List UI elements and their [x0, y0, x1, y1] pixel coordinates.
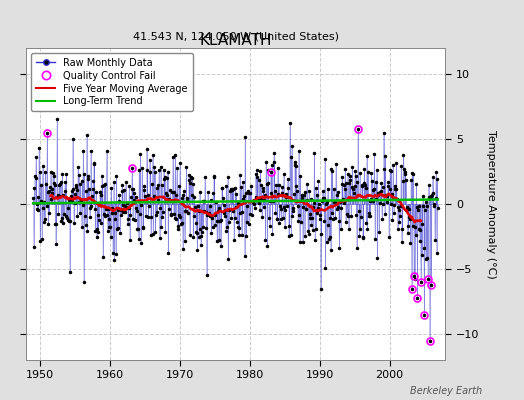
Text: 41.543 N, 124.050 W (United States): 41.543 N, 124.050 W (United States) [133, 32, 339, 42]
Y-axis label: Temperature Anomaly (°C): Temperature Anomaly (°C) [486, 130, 496, 278]
Legend: Raw Monthly Data, Quality Control Fail, Five Year Moving Average, Long-Term Tren: Raw Monthly Data, Quality Control Fail, … [31, 53, 192, 111]
Title: KLAMATH: KLAMATH [200, 33, 272, 48]
Text: Berkeley Earth: Berkeley Earth [410, 386, 482, 396]
